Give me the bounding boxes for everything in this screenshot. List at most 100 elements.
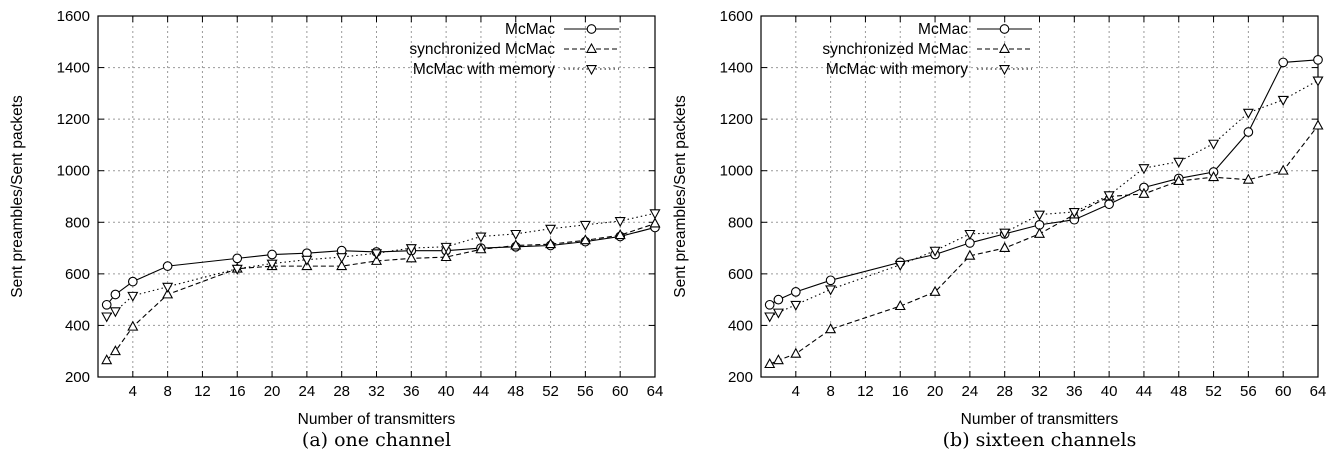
figure-caption: (b) sixteen channels bbox=[943, 429, 1137, 451]
y-tick-label: 600 bbox=[728, 266, 753, 283]
data-point bbox=[614, 217, 626, 228]
y-tick-label: 1000 bbox=[720, 163, 753, 180]
data-point bbox=[894, 260, 906, 271]
x-tick-label: 4 bbox=[129, 383, 137, 400]
data-point bbox=[440, 242, 452, 253]
x-tick-label: 28 bbox=[996, 383, 1013, 400]
x-tick-label: 60 bbox=[1275, 383, 1292, 400]
y-axis-title: Sent preambles/Sent packets bbox=[672, 95, 689, 298]
series-triangle-up bbox=[764, 119, 1324, 369]
x-tick-label: 32 bbox=[368, 383, 385, 400]
data-point bbox=[127, 320, 139, 331]
series-line bbox=[106, 223, 656, 361]
y-tick-label: 400 bbox=[728, 317, 753, 334]
data-point bbox=[894, 299, 906, 311]
x-tick-label: 12 bbox=[194, 383, 211, 400]
x-tick-label: 40 bbox=[438, 383, 455, 400]
data-point bbox=[1208, 139, 1220, 150]
figure-caption: (a) one channel bbox=[302, 429, 451, 451]
data-point bbox=[1278, 57, 1289, 68]
series-line bbox=[106, 226, 656, 306]
x-tick-label: 24 bbox=[299, 383, 316, 400]
data-point bbox=[1277, 95, 1289, 106]
x-tick-label: 8 bbox=[163, 383, 171, 400]
data-point bbox=[1173, 174, 1185, 185]
data-point bbox=[1242, 173, 1254, 184]
data-point bbox=[475, 243, 487, 254]
x-tick-label: 56 bbox=[1240, 383, 1257, 400]
data-point bbox=[301, 255, 313, 266]
x-tick-label: 20 bbox=[264, 383, 281, 400]
series-line bbox=[769, 79, 1319, 317]
data-point bbox=[772, 354, 784, 365]
data-point bbox=[790, 347, 802, 358]
data-point bbox=[772, 308, 784, 319]
data-point bbox=[764, 299, 775, 310]
data-point bbox=[1068, 208, 1080, 219]
data-point bbox=[614, 229, 626, 240]
data-point bbox=[999, 228, 1011, 239]
data-point bbox=[510, 229, 522, 241]
x-tick-label: 56 bbox=[577, 383, 594, 400]
legend-label: McMac bbox=[918, 21, 968, 38]
legend-marker bbox=[586, 24, 597, 34]
data-point bbox=[790, 287, 801, 297]
legend-marker bbox=[585, 42, 598, 53]
legend-marker bbox=[585, 65, 598, 76]
y-tick-label: 1600 bbox=[720, 8, 753, 25]
data-point bbox=[579, 234, 591, 245]
y-tick-label: 800 bbox=[728, 214, 753, 231]
y-tick-label: 1400 bbox=[57, 60, 90, 77]
data-point bbox=[1138, 187, 1150, 198]
legend-label: McMac with memory bbox=[826, 61, 968, 78]
data-point bbox=[649, 209, 661, 220]
x-tick-label: 48 bbox=[1170, 383, 1187, 400]
data-point bbox=[929, 246, 941, 257]
data-point bbox=[336, 259, 348, 271]
x-tick-label: 48 bbox=[507, 383, 524, 400]
data-point bbox=[545, 224, 557, 235]
x-tick-label: 36 bbox=[403, 383, 420, 400]
data-point bbox=[1103, 191, 1115, 202]
x-tick-label: 64 bbox=[647, 383, 664, 400]
x-tick-label: 4 bbox=[792, 383, 800, 400]
y-tick-label: 1200 bbox=[57, 111, 90, 128]
series-circle bbox=[764, 54, 1323, 310]
series-triangle-up bbox=[101, 217, 661, 365]
data-point bbox=[825, 323, 837, 334]
data-point bbox=[825, 285, 837, 296]
x-tick-label: 44 bbox=[1136, 383, 1153, 400]
x-tick-label: 32 bbox=[1031, 383, 1048, 400]
data-point bbox=[579, 220, 591, 232]
series-line bbox=[769, 125, 1319, 365]
legend-label: synchronized McMac bbox=[822, 41, 968, 58]
data-point bbox=[109, 307, 121, 318]
data-point bbox=[764, 312, 776, 323]
data-point bbox=[964, 229, 976, 241]
x-tick-label: 16 bbox=[892, 383, 909, 400]
data-point bbox=[964, 249, 976, 260]
x-tick-label: 28 bbox=[333, 383, 350, 400]
data-point bbox=[162, 282, 174, 293]
x-tick-label: 8 bbox=[826, 383, 834, 400]
x-tick-label: 44 bbox=[473, 383, 490, 400]
y-tick-label: 200 bbox=[728, 369, 753, 386]
data-point bbox=[649, 217, 661, 228]
data-point bbox=[162, 261, 173, 271]
legend-label: McMac with memory bbox=[413, 61, 555, 78]
y-tick-label: 1000 bbox=[57, 163, 90, 180]
x-axis-title: Number of transmitters bbox=[298, 411, 456, 428]
data-point bbox=[1208, 171, 1220, 182]
y-tick-label: 1400 bbox=[720, 60, 753, 77]
legend-label: McMac bbox=[505, 21, 555, 38]
x-tick-label: 52 bbox=[542, 383, 559, 400]
y-tick-label: 800 bbox=[65, 214, 90, 231]
legend-marker bbox=[999, 24, 1010, 34]
data-point bbox=[1173, 157, 1185, 168]
data-point bbox=[127, 291, 139, 302]
data-point bbox=[790, 300, 802, 311]
x-tick-label: 64 bbox=[1310, 383, 1327, 400]
data-point bbox=[267, 249, 277, 260]
x-tick-label: 20 bbox=[927, 383, 944, 400]
data-point bbox=[1312, 119, 1324, 130]
